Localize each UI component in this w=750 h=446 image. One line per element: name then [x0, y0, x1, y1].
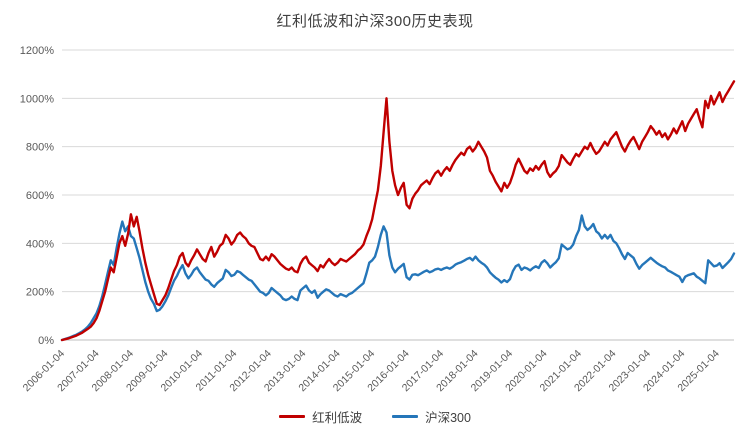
y-tick-label: 400% — [26, 238, 54, 250]
y-tick-label: 600% — [26, 190, 54, 202]
legend-item-dividend-lowvol: 红利低波 — [279, 407, 362, 426]
series-line-红利低波 — [60, 80, 736, 342]
y-tick-label: 1000% — [20, 93, 54, 105]
y-tick-label: 200% — [26, 287, 54, 299]
y-tick-label: 800% — [26, 142, 54, 154]
y-tick-label: 0% — [38, 335, 54, 347]
legend-label: 沪深300 — [425, 410, 471, 425]
legend-swatch-blue-line — [392, 414, 419, 418]
chart-title: 红利低波和沪深300历史表现 — [276, 13, 474, 30]
legend-item-csi300: 沪深300 — [392, 407, 471, 426]
y-tick-label: 1200% — [20, 45, 54, 57]
legend-label: 红利低波 — [312, 410, 363, 425]
chart-legend: 红利低波 沪深300 — [0, 396, 750, 436]
series-line-沪深300 — [60, 214, 736, 342]
plot-area: 0%200%400%600%800%1000%1200%2006-01-0420… — [20, 45, 736, 394]
legend-swatch-red-line — [279, 414, 306, 418]
